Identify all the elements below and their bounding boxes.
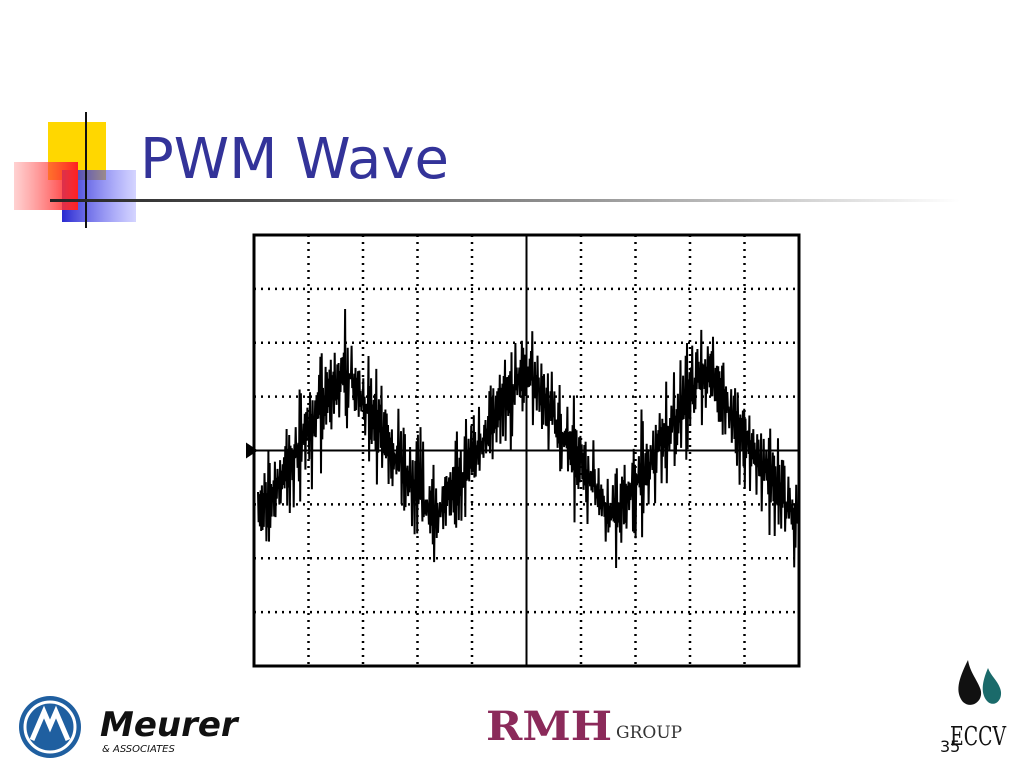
meurer-name: Meurer bbox=[100, 705, 240, 745]
meurer-sub: & ASSOCIATES bbox=[102, 744, 175, 755]
meurer-emblem-ring bbox=[23, 700, 77, 754]
rmh-sub: GROUP bbox=[616, 723, 682, 743]
deco-red bbox=[14, 162, 78, 210]
slide-title: PWM Wave bbox=[140, 127, 449, 192]
eccv-drop-teal bbox=[982, 668, 1002, 704]
eccv-drop-black bbox=[958, 660, 982, 705]
page-number: 35 bbox=[940, 737, 960, 756]
deco-hline bbox=[50, 199, 960, 202]
oscilloscope-image bbox=[246, 233, 801, 668]
meurer-emblem-m bbox=[29, 705, 71, 741]
scope-trace bbox=[257, 308, 798, 569]
scope-marker bbox=[246, 442, 258, 459]
rmh-name: RMH bbox=[486, 703, 612, 750]
eccv-name: ECCV bbox=[950, 722, 1007, 752]
